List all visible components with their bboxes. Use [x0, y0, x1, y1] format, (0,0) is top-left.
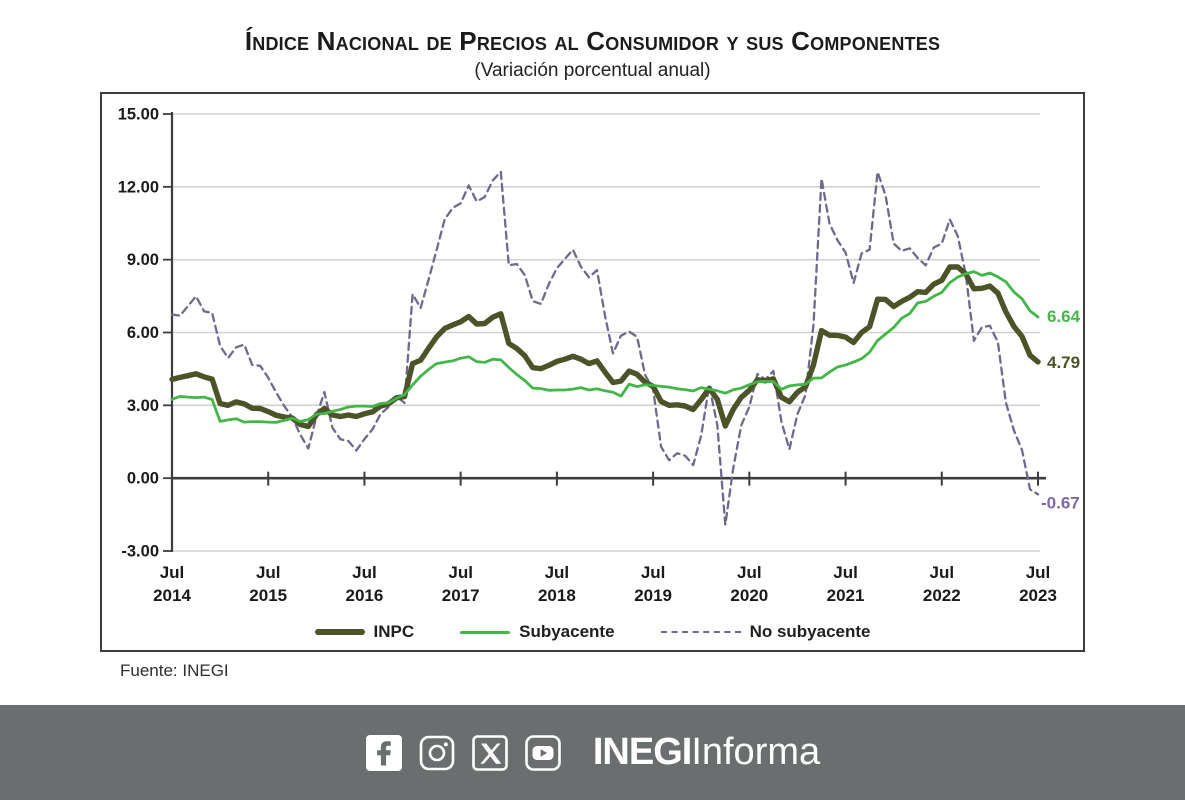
informa-logo-text: Informa: [691, 731, 821, 773]
footer-bar: INEGI Informa: [0, 705, 1185, 800]
inegi-informa-logo: INEGI Informa: [593, 731, 820, 774]
y-tick-label: 9.00: [127, 251, 159, 269]
no-subyacente-line-sample: [660, 631, 741, 633]
source-note: Fuente: INEGI: [120, 661, 229, 680]
x-tick-label: Jul: [352, 563, 377, 582]
subyacente-line: [170, 270, 1040, 424]
x-tick-label: Jul: [256, 563, 281, 582]
x-tick-label-year: 2015: [249, 586, 287, 605]
legend-label-no-subyacente: No subyacente: [749, 622, 871, 641]
x-tick-label: Jul: [641, 563, 666, 582]
x-tick-label: Jul: [737, 563, 762, 582]
y-tick-label: 6.00: [127, 324, 159, 342]
x-tick-label: Jul: [1026, 563, 1051, 582]
x-tick-label-year: 2022: [923, 586, 961, 605]
x-tick-label-year: 2014: [153, 586, 191, 605]
x-tick-label: Jul: [833, 563, 858, 582]
x-tick-label-year: 2017: [442, 586, 480, 605]
x-tick-label-year: 2020: [730, 586, 768, 605]
legend-label-subyacente: Subyacente: [519, 622, 615, 641]
subyacente-line-sample: [460, 630, 511, 634]
x-tick-label: Jul: [160, 563, 185, 582]
x-tick-label-year: 2021: [827, 586, 865, 605]
chart-legend: INPC Subyacente No subyacente: [102, 622, 1083, 642]
x-tick-label: Jul: [929, 563, 954, 582]
x-tick-label-year: 2016: [346, 586, 384, 605]
y-tick-label: 0.00: [127, 470, 159, 488]
instagram-icon[interactable]: [418, 734, 456, 772]
inpc-end-label: 4.79: [1047, 353, 1080, 372]
chart-title: Índice Nacional de Precios al Consumidor…: [244, 26, 941, 56]
y-tick-label: 3.00: [127, 397, 159, 415]
inpc-line-sample: [314, 629, 365, 635]
inpc-line: [169, 264, 1041, 430]
y-tick-label: 12.00: [118, 178, 159, 196]
x-icon[interactable]: [471, 734, 509, 772]
no-subyacente-end-label: -0.67: [1041, 493, 1080, 512]
x-tick-label: Jul: [448, 563, 473, 582]
legend-item-subyacente: Subyacente: [460, 622, 615, 642]
chart-area: 15.00 12.00 9.00 6.00 3.00 0.00 -3.00 Jul 2014 Ju…: [100, 92, 1085, 652]
y-tick-label: 15.00: [118, 106, 159, 124]
plot-svg: 15.0012.009.006.003.000.00-3.00Jul2014Ju…: [118, 106, 1081, 606]
youtube-icon[interactable]: [524, 734, 562, 772]
chart-subtitle: (Variación porcentual anual): [474, 60, 711, 81]
legend-label-inpc: INPC: [373, 622, 415, 641]
x-tick-label: Jul: [545, 563, 570, 582]
legend-item-no-subyacente: No subyacente: [660, 622, 871, 642]
x-tick-label-year: 2019: [634, 586, 672, 605]
y-tick-label: -3.00: [121, 543, 159, 561]
inegi-logo-text: INEGI: [592, 731, 692, 773]
x-tick-label-year: 2023: [1019, 586, 1057, 605]
x-tick-label-year: 2018: [538, 586, 576, 605]
subyacente-end-label: 6.64: [1047, 307, 1081, 326]
no-subyacente-line: [170, 170, 1040, 526]
legend-item-inpc: INPC: [314, 622, 415, 642]
facebook-icon[interactable]: [365, 734, 403, 772]
